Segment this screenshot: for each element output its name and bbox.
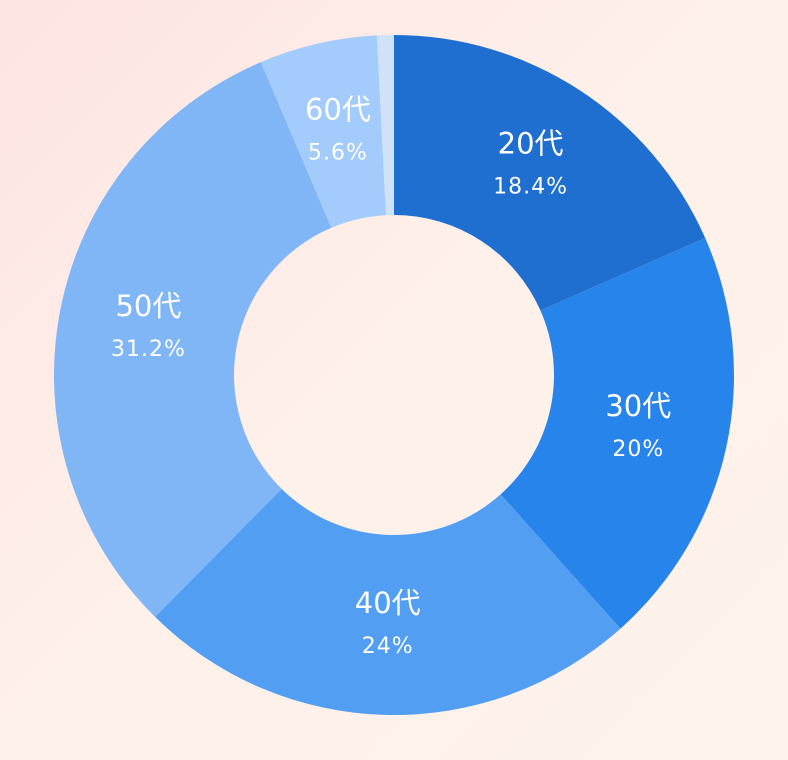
slice-label: 60代 (305, 92, 371, 126)
value-label: 24% (362, 634, 414, 659)
value-label: 18.4% (493, 175, 568, 200)
donut-slice (394, 35, 706, 311)
value-label: 5.6% (308, 140, 368, 165)
donut-slice (155, 488, 621, 715)
donut-slice (500, 238, 734, 629)
slice-label: 30代 (605, 389, 671, 423)
donut-slice (260, 35, 386, 228)
donut-slice (376, 35, 394, 216)
slice-label: 40代 (355, 586, 421, 620)
value-label: 31.2% (111, 337, 186, 362)
donut-slice (54, 62, 332, 617)
slice-label: 20代 (498, 127, 564, 161)
value-label: 20% (612, 437, 664, 462)
slice-label: 50代 (115, 289, 181, 323)
